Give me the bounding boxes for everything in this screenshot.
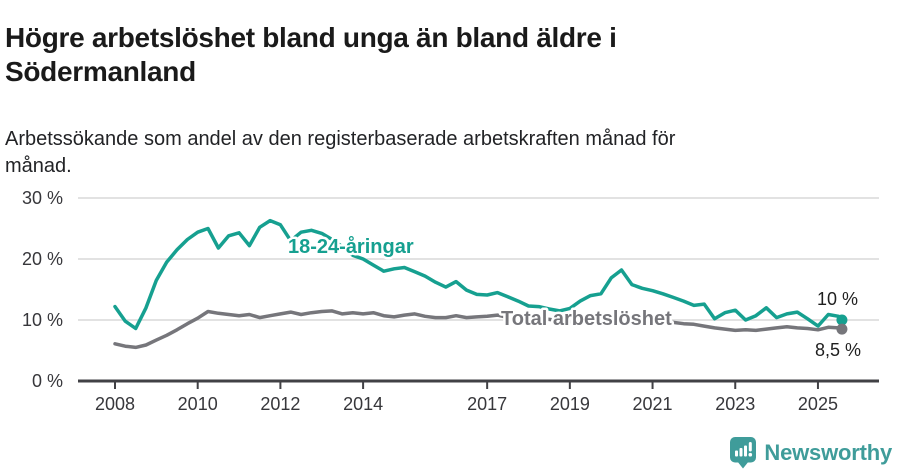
end-value-label-total: 8,5 % (815, 340, 861, 360)
x-tick-label-2023: 2023 (715, 394, 755, 414)
newsworthy-pin-barchart-icon (730, 437, 757, 469)
newsworthy-logo: Newsworthy (730, 437, 892, 469)
end-value-label-young: 10 % (817, 289, 858, 309)
x-tick-label-2021: 2021 (633, 394, 673, 414)
chart-subtitle: Arbetssökande som andel av den registerb… (5, 128, 676, 177)
y-tick-label-10: 10 % (22, 310, 63, 330)
x-tick-label-2017: 2017 (467, 394, 507, 414)
series-end-dot-young (836, 314, 848, 326)
series-line-young (113, 218, 844, 331)
data-series (113, 218, 848, 350)
page-title: Högre arbetslöshet bland unga än bland ä… (5, 21, 617, 87)
brand-name: Newsworthy (764, 440, 892, 465)
x-axis: 2008 2010 2012 2014 2017 2019 2021 2023 2025 0 % 1… (22, 188, 879, 414)
series-label-young: 18-24-åringar (288, 235, 414, 258)
x-tick-label-2012: 2012 (260, 394, 300, 414)
series-line-total (113, 309, 844, 350)
series-label-total: Total arbetslöshet (501, 308, 672, 330)
x-tick-label-2010: 2010 (178, 394, 218, 414)
x-tick-label-2025: 2025 (798, 394, 838, 414)
series-end-dot-total (836, 323, 848, 335)
gridlines (78, 197, 879, 321)
y-tick-label-30: 30 % (22, 188, 63, 208)
x-tick-label-2014: 2014 (343, 394, 383, 414)
x-tick-label-2019: 2019 (550, 394, 590, 414)
y-tick-label-20: 20 % (22, 249, 63, 269)
x-tick-label-2008: 2008 (95, 394, 135, 414)
y-tick-label-0: 0 % (32, 371, 63, 391)
chart-labels: 18-24-åringar 10 % Total arbetslöshet 8,5 % (286, 233, 862, 361)
